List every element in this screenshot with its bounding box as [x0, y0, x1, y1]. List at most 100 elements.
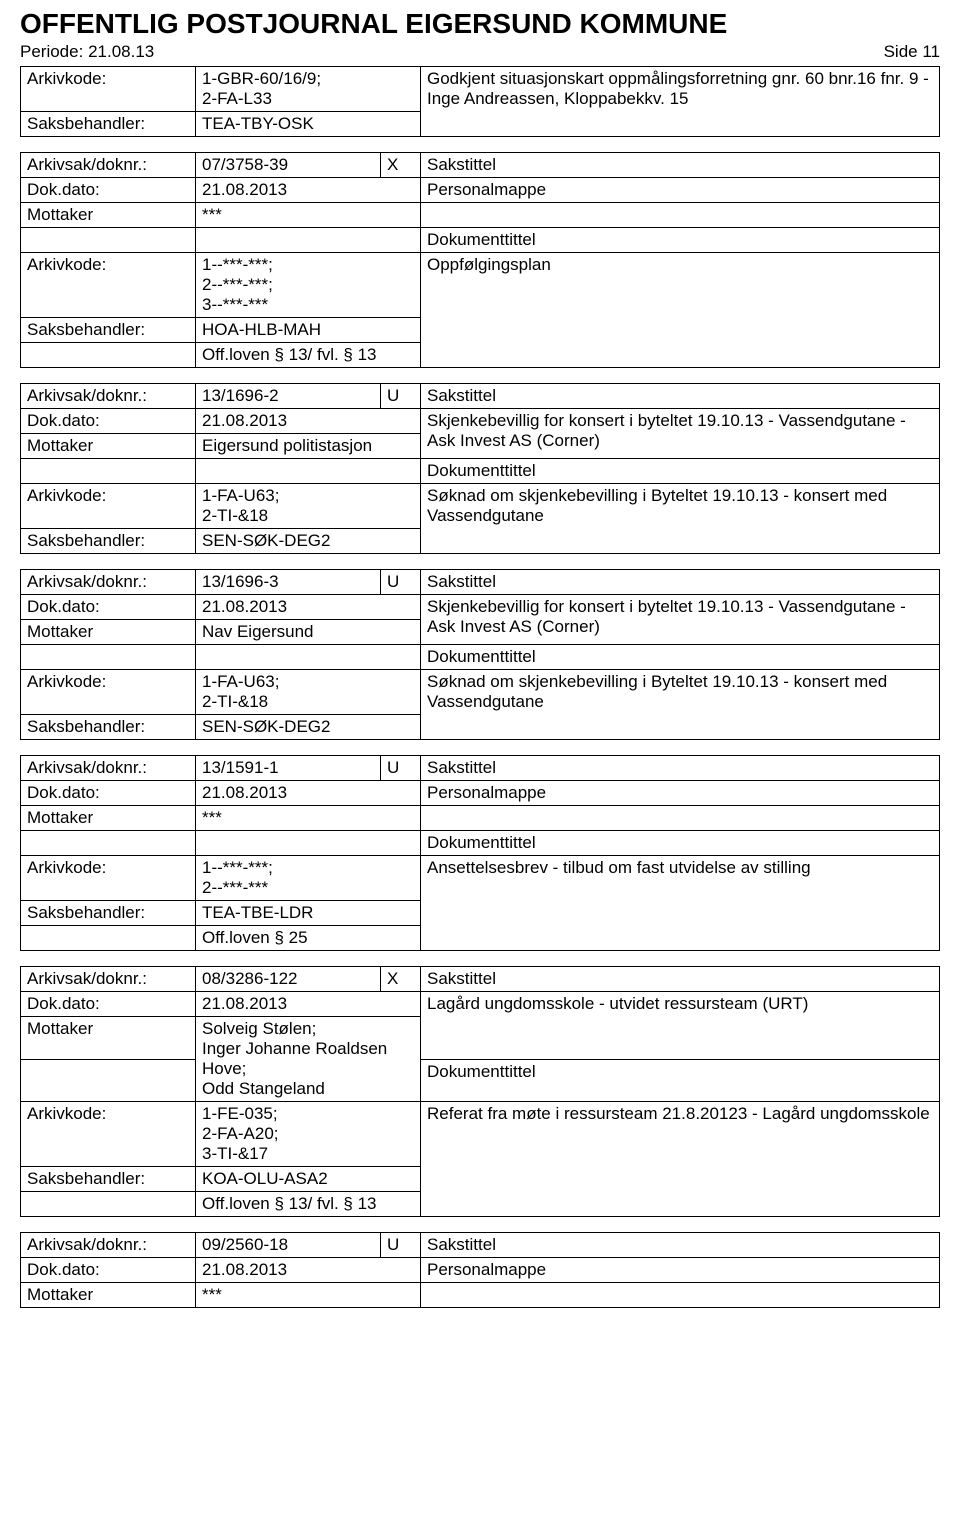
cell-label: Dok.dato:	[21, 781, 196, 806]
table-row: Arkivsak/doknr.:13/1591-1USakstittel	[21, 756, 940, 781]
cell-description: Søknad om skjenkebevilling i Byteltet 19…	[421, 484, 940, 554]
table-row: Arkivsak/doknr.:09/2560-18USakstittel	[21, 1233, 940, 1258]
cell-description: Dokumenttittel	[421, 1059, 940, 1102]
cell-description: Dokumenttittel	[421, 459, 940, 484]
cell-description: Dokumenttittel	[421, 228, 940, 253]
cell-code: U	[381, 1233, 421, 1258]
cell-value: 13/1591-1	[196, 756, 381, 781]
cell-label: Mottaker	[21, 434, 196, 459]
page-number: Side 11	[884, 42, 940, 62]
cell-label	[21, 1192, 196, 1217]
cell-value: Off.loven § 13/ fvl. § 13	[196, 343, 421, 368]
table-row: Arkivsak/doknr.:13/1696-2USakstittel	[21, 384, 940, 409]
cell-code: U	[381, 756, 421, 781]
cell-value: TEA-TBE-LDR	[196, 901, 421, 926]
table-row: Arkivkode:1-FE-035; 2-FA-A20; 3-TI-&17Re…	[21, 1102, 940, 1167]
cell-value: TEA-TBY-OSK	[196, 112, 421, 137]
cell-code: U	[381, 570, 421, 595]
cell-description: Sakstittel	[421, 756, 940, 781]
cell-label	[21, 645, 196, 670]
cell-code: X	[381, 967, 421, 992]
cell-label	[21, 926, 196, 951]
cell-label: Arkivsak/doknr.:	[21, 967, 196, 992]
cell-code: X	[381, 153, 421, 178]
cell-value: Off.loven § 25	[196, 926, 421, 951]
cell-label	[21, 228, 196, 253]
cell-label: Saksbehandler:	[21, 715, 196, 740]
cell-value: HOA-HLB-MAH	[196, 318, 421, 343]
cell-description: Skjenkebevillig for konsert i byteltet 1…	[421, 595, 940, 645]
cell-value: 13/1696-2	[196, 384, 381, 409]
cell-label: Saksbehandler:	[21, 318, 196, 343]
cell-label: Saksbehandler:	[21, 901, 196, 926]
table-row: Dok.dato:21.08.2013Skjenkebevillig for k…	[21, 409, 940, 434]
cell-value: 21.08.2013	[196, 178, 421, 203]
cell-label: Dok.dato:	[21, 992, 196, 1017]
table-row: Dok.dato:21.08.2013Skjenkebevillig for k…	[21, 595, 940, 620]
cell-value: 07/3758-39	[196, 153, 381, 178]
table-row: Mottaker***	[21, 806, 940, 831]
cell-description: Søknad om skjenkebevilling i Byteltet 19…	[421, 670, 940, 740]
cell-label: Arkivsak/doknr.:	[21, 384, 196, 409]
cell-value: ***	[196, 806, 421, 831]
cell-value	[196, 645, 421, 670]
cell-value: KOA-OLU-ASA2	[196, 1167, 421, 1192]
table-row: Dok.dato:21.08.2013Personalmappe	[21, 1258, 940, 1283]
cell-value: 1-FA-U63; 2-TI-&18	[196, 670, 421, 715]
cell-value: Eigersund politistasjon	[196, 434, 421, 459]
cell-code: U	[381, 384, 421, 409]
table-row: Dokumenttittel	[21, 831, 940, 856]
cell-label: Saksbehandler:	[21, 112, 196, 137]
section-gap	[21, 740, 940, 756]
cell-description: Sakstittel	[421, 153, 940, 178]
cell-description: Lagård ungdomsskole - utvidet ressurstea…	[421, 992, 940, 1060]
table-row: Dokumenttittel	[21, 645, 940, 670]
cell-value: 1--***-***; 2--***-***	[196, 856, 421, 901]
cell-value: 21.08.2013	[196, 1258, 421, 1283]
cell-value: 1--***-***; 2--***-***; 3--***-***	[196, 253, 421, 318]
table-row: Arkivsak/doknr.:07/3758-39XSakstittel	[21, 153, 940, 178]
cell-label: Arkivkode:	[21, 1102, 196, 1167]
table-row: Arkivkode:1--***-***; 2--***-***Ansettel…	[21, 856, 940, 901]
cell-label: Mottaker	[21, 203, 196, 228]
cell-label: Arkivsak/doknr.:	[21, 756, 196, 781]
table-row: Mottaker***	[21, 1283, 940, 1308]
cell-value: 1-GBR-60/16/9; 2-FA-L33	[196, 67, 421, 112]
cell-value: 21.08.2013	[196, 781, 421, 806]
cell-description	[421, 806, 940, 831]
cell-label: Dok.dato:	[21, 178, 196, 203]
journal-table: Arkivkode:1-GBR-60/16/9; 2-FA-L33Godkjen…	[20, 66, 940, 1308]
table-row: Arkivsak/doknr.:08/3286-122XSakstittel	[21, 967, 940, 992]
cell-label: Dok.dato:	[21, 595, 196, 620]
cell-description: Godkjent situasjonskart oppmålingsforret…	[421, 67, 940, 137]
period-row: Periode: 21.08.13 Side 11	[20, 42, 940, 62]
cell-description	[421, 1283, 940, 1308]
cell-description: Personalmappe	[421, 781, 940, 806]
cell-description: Personalmappe	[421, 1258, 940, 1283]
cell-value: 1-FA-U63; 2-TI-&18	[196, 484, 421, 529]
table-row: Dok.dato:21.08.2013Personalmappe	[21, 178, 940, 203]
cell-label: Dok.dato:	[21, 1258, 196, 1283]
cell-description: Referat fra møte i ressursteam 21.8.2012…	[421, 1102, 940, 1217]
section-gap	[21, 554, 940, 570]
cell-value: 1-FE-035; 2-FA-A20; 3-TI-&17	[196, 1102, 421, 1167]
cell-description: Sakstittel	[421, 1233, 940, 1258]
cell-label: Arkivsak/doknr.:	[21, 570, 196, 595]
cell-label: Arkivkode:	[21, 67, 196, 112]
cell-value: 21.08.2013	[196, 409, 421, 434]
table-row: Dokumenttittel	[21, 228, 940, 253]
cell-value: Solveig Stølen; Inger Johanne Roaldsen H…	[196, 1017, 421, 1102]
cell-description: Dokumenttittel	[421, 645, 940, 670]
table-row: Arkivkode:1-FA-U63; 2-TI-&18Søknad om sk…	[21, 670, 940, 715]
cell-description: Personalmappe	[421, 178, 940, 203]
cell-label: Arkivkode:	[21, 253, 196, 318]
cell-label: Arkivkode:	[21, 856, 196, 901]
cell-description	[421, 203, 940, 228]
cell-value: SEN-SØK-DEG2	[196, 529, 421, 554]
cell-value	[196, 831, 421, 856]
cell-value: 21.08.2013	[196, 992, 421, 1017]
cell-label: Arkivkode:	[21, 670, 196, 715]
section-gap	[21, 368, 940, 384]
cell-description: Sakstittel	[421, 967, 940, 992]
cell-value: 09/2560-18	[196, 1233, 381, 1258]
